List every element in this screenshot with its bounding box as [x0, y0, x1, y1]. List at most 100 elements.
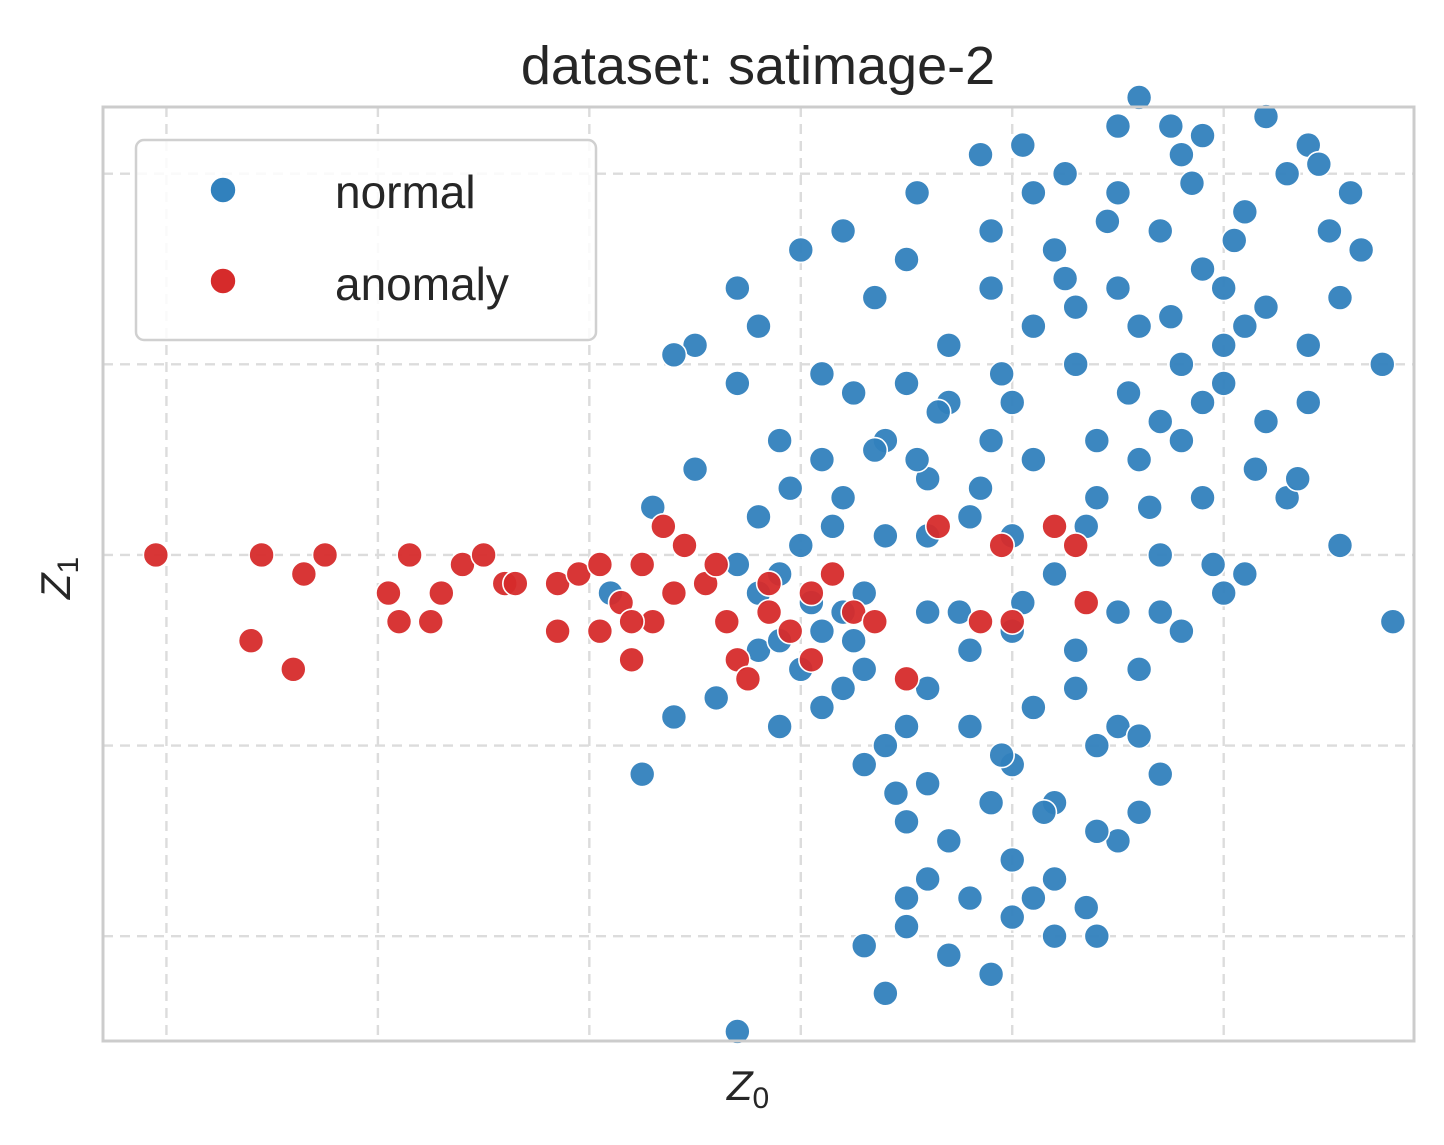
anomaly-point-9 [375, 579, 402, 607]
normal-point-15 [1062, 351, 1089, 378]
normal-point-108 [1041, 560, 1068, 588]
anomaly-point-31 [776, 617, 804, 645]
normal-point-152 [1083, 818, 1111, 845]
normal-point-68 [681, 455, 709, 483]
normal-point-113 [1146, 598, 1174, 626]
legend-label-normal: normal [335, 166, 476, 218]
anomaly-point-33 [819, 560, 846, 588]
normal-point-102 [1168, 351, 1195, 378]
anomaly-point-38 [988, 532, 1015, 559]
anomaly-point-41 [1072, 589, 1100, 616]
normal-point-109 [956, 636, 984, 664]
normal-point-131 [988, 741, 1015, 769]
normal-point-148 [819, 513, 846, 540]
anomaly-point-18 [544, 617, 571, 645]
normal-point-125 [1284, 465, 1312, 492]
normal-point-25 [1273, 160, 1301, 188]
normal-point-139 [1242, 455, 1269, 483]
anomaly-point-43 [385, 608, 413, 635]
normal-point-129 [1072, 894, 1100, 921]
anomaly-point-3 [311, 541, 339, 569]
normal-point-157 [893, 884, 920, 912]
normal-point-10 [956, 503, 984, 531]
normal-point-130 [1030, 798, 1058, 826]
normal-point-154 [1146, 760, 1174, 788]
normal-point-147 [840, 379, 867, 407]
normal-point-145 [924, 398, 952, 426]
normal-point-23 [1231, 198, 1259, 226]
anomaly-point-4 [237, 627, 265, 655]
normal-point-76 [903, 179, 931, 207]
normal-point-155 [914, 865, 941, 893]
anomaly-point-17 [628, 551, 656, 578]
anomaly-point-1 [248, 541, 275, 569]
normal-point-101 [1083, 427, 1111, 454]
anomaly-point-22 [650, 513, 677, 540]
normal-point-69 [724, 370, 751, 397]
normal-point-89 [829, 217, 857, 245]
normal-point-159 [998, 903, 1026, 931]
normal-point-31 [1326, 532, 1354, 559]
normal-point-46 [1020, 694, 1047, 721]
normal-point-111 [1062, 675, 1089, 702]
normal-point-48 [1104, 598, 1132, 626]
normal-point-18 [1125, 312, 1153, 340]
normal-point-118 [1020, 312, 1047, 340]
normal-point-153 [1041, 922, 1068, 950]
anomaly-point-40 [1062, 532, 1089, 559]
normal-point-82 [1125, 84, 1153, 111]
legend-label-anomaly: anomaly [335, 258, 509, 310]
normal-point-52 [935, 827, 963, 855]
normal-point-61 [893, 913, 920, 940]
normal-point-83 [1252, 103, 1280, 130]
normal-point-136 [1094, 208, 1121, 235]
normal-point-103 [1252, 408, 1280, 435]
normal-point-127 [766, 713, 793, 740]
normal-point-38 [1168, 617, 1195, 645]
normal-point-122 [1231, 312, 1259, 340]
normal-point-128 [882, 779, 910, 807]
normal-point-39 [1210, 579, 1237, 607]
normal-point-1 [787, 532, 815, 559]
normal-point-121 [1210, 274, 1237, 302]
normal-point-13 [1020, 446, 1047, 473]
normal-point-63 [628, 760, 656, 788]
normal-point-123 [1168, 427, 1195, 454]
anomaly-point-44 [417, 608, 445, 635]
normal-point-85 [1305, 150, 1333, 178]
anomaly-point-26 [702, 551, 730, 578]
anomaly-point-0 [142, 541, 170, 569]
anomaly-point-23 [660, 579, 688, 607]
normal-point-88 [1189, 122, 1216, 149]
normal-point-105 [1231, 560, 1259, 588]
legend-box [134, 138, 598, 342]
normal-point-55 [1083, 922, 1111, 950]
normal-point-44 [914, 770, 941, 797]
normal-point-26 [1294, 331, 1322, 359]
normal-point-16 [1083, 484, 1111, 512]
normal-point-33 [956, 713, 984, 740]
normal-point-24 [1252, 293, 1280, 321]
normal-point-90 [787, 236, 815, 264]
legend: normal anomaly [134, 138, 598, 342]
normal-point-120 [1146, 217, 1174, 245]
normal-point-146 [861, 436, 889, 464]
anomaly-point-47 [798, 579, 825, 607]
normal-point-166 [1189, 389, 1216, 416]
normal-point-97 [808, 446, 836, 473]
normal-point-21 [1189, 255, 1216, 283]
normal-point-140 [1199, 551, 1227, 578]
anomaly-point-35 [861, 608, 889, 635]
normal-point-93 [1020, 179, 1047, 207]
normal-point-50 [850, 751, 878, 778]
normal-point-119 [1104, 274, 1132, 302]
normal-point-9 [935, 331, 963, 359]
anomaly-point-32 [798, 646, 825, 674]
anomaly-point-5 [280, 656, 307, 683]
normal-point-164 [766, 427, 793, 454]
anomaly-point-45 [618, 608, 645, 635]
normal-point-149 [776, 474, 804, 502]
chart-title: dataset: satimage-2 [521, 36, 995, 96]
normal-point-74 [861, 284, 889, 311]
